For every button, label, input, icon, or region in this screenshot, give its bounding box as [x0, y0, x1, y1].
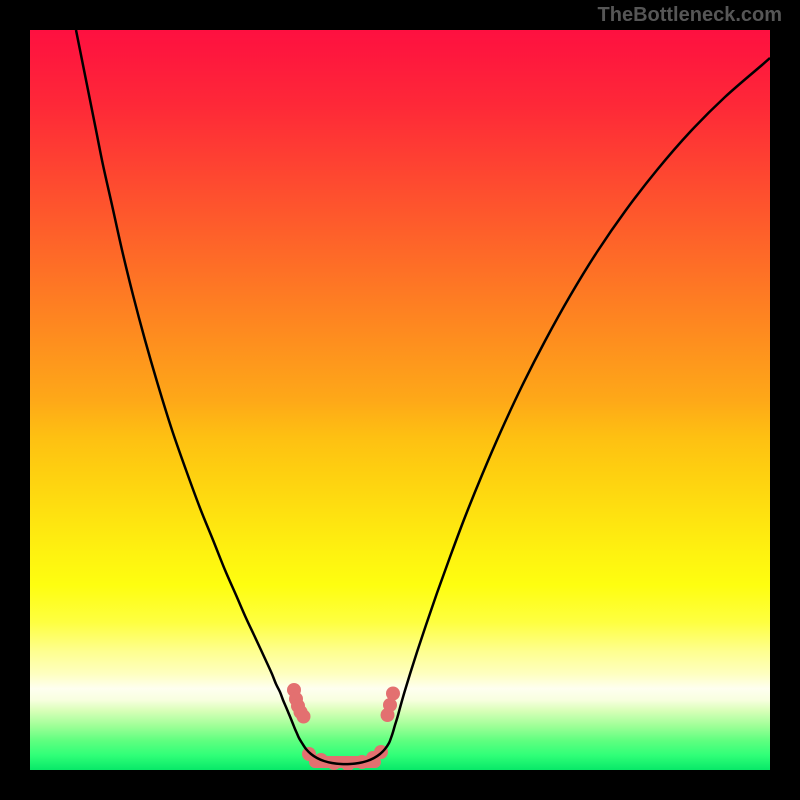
watermark: TheBottleneck.com	[598, 4, 782, 27]
v-curve	[76, 30, 770, 764]
curve-layer	[30, 30, 770, 770]
chart-area	[30, 30, 770, 770]
